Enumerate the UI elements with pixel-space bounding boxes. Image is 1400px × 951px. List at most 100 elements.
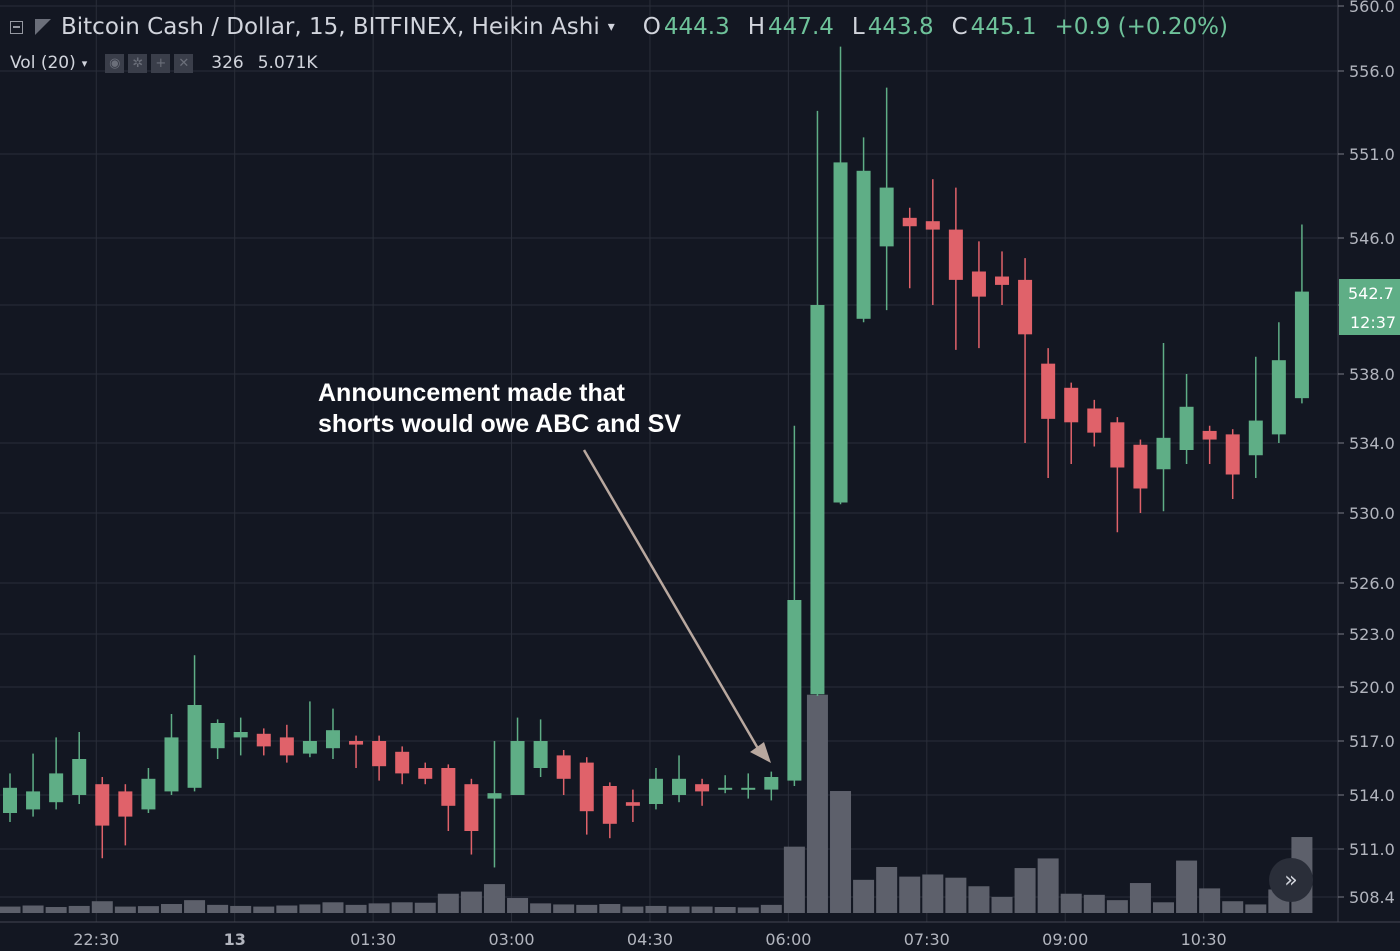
volume-bar xyxy=(483,884,505,913)
collapse-icon[interactable] xyxy=(10,20,23,34)
low-value: 443.8 xyxy=(867,14,934,40)
chevron-down-icon[interactable]: ▾ xyxy=(607,19,615,35)
time-axis[interactable]: 22:30 13 01:30 03:00 04:30 06:00 07:30 09:00 10:… xyxy=(73,930,1226,949)
candle-body xyxy=(349,741,364,745)
volume-bar xyxy=(876,866,898,913)
price-tick-label: 560.0 xyxy=(1349,0,1395,16)
candle-body xyxy=(95,784,110,826)
volume-bar xyxy=(853,879,875,913)
volume-bar xyxy=(1245,904,1267,913)
volume-bar xyxy=(1129,883,1151,913)
candle-body xyxy=(1087,408,1102,433)
volume-bar xyxy=(507,898,529,913)
volume-ma-value: 5.071K xyxy=(257,53,318,73)
volume-bar xyxy=(1199,888,1221,913)
open-value: 444.3 xyxy=(663,14,730,40)
double-chevron-right-icon[interactable]: » xyxy=(1269,858,1313,902)
candle-body xyxy=(995,276,1010,285)
candle-body xyxy=(625,802,640,806)
volume-bar xyxy=(922,874,944,913)
price-tick-label: 556.0 xyxy=(1349,62,1395,81)
chevron-down-icon[interactable]: ▾ xyxy=(81,56,88,70)
volume-bar xyxy=(645,905,667,913)
candle-body xyxy=(49,773,64,803)
volume-bars xyxy=(0,694,1313,913)
close-value: 445.1 xyxy=(970,14,1037,40)
volume-bar xyxy=(368,903,390,913)
volume-bar xyxy=(322,902,344,913)
time-tick-label: 07:30 xyxy=(904,930,950,949)
volume-bar xyxy=(599,904,621,913)
candle-body xyxy=(833,162,848,503)
volume-bar xyxy=(253,906,275,913)
eye-icon[interactable]: ◉ xyxy=(105,53,125,73)
open-key: O xyxy=(642,14,661,40)
volume-bar xyxy=(414,902,436,913)
volume-bar xyxy=(1083,894,1105,913)
candle-body xyxy=(672,778,687,795)
candle-body xyxy=(718,787,733,790)
candle-body xyxy=(1110,422,1125,468)
price-axis[interactable]: 508.4 511.0 514.0 517.0 520.0 523.0 526.0 530.0… xyxy=(1338,0,1395,907)
time-tick-label: 09:00 xyxy=(1042,930,1088,949)
change-value: +0.9 (+0.20%) xyxy=(1054,14,1228,40)
volume-bar xyxy=(553,904,575,913)
flag-icon[interactable] xyxy=(35,19,51,35)
candle-body xyxy=(764,777,779,790)
volume-bar xyxy=(45,907,67,913)
price-tick-label: 514.0 xyxy=(1349,786,1395,805)
time-tick-label: 22:30 xyxy=(73,930,119,949)
candle-body xyxy=(187,705,202,788)
time-tick-label: 13 xyxy=(224,930,246,949)
candle-body xyxy=(856,170,871,319)
last-price-value: 542.7 xyxy=(1348,284,1394,303)
close-key: C xyxy=(951,14,968,40)
price-tick-label: 534.0 xyxy=(1349,434,1395,453)
volume-bar xyxy=(276,905,298,913)
volume-bar xyxy=(299,904,321,913)
candle-body xyxy=(648,778,663,804)
volume-bar xyxy=(576,904,598,913)
candle-body xyxy=(1064,387,1079,423)
candle-body xyxy=(441,768,456,806)
low-key: L xyxy=(851,14,865,40)
candle-body xyxy=(971,271,986,297)
candle-body xyxy=(72,759,87,795)
candle-body xyxy=(1179,406,1194,450)
volume-bar xyxy=(737,907,759,913)
candle-body xyxy=(1133,444,1148,489)
candle-body xyxy=(26,791,41,810)
candle-body xyxy=(1041,363,1056,419)
volume-bar xyxy=(91,901,113,913)
annotation-arrow-head xyxy=(750,742,771,763)
volume-bar xyxy=(1222,901,1244,913)
price-tick-label: 511.0 xyxy=(1349,840,1395,859)
volume-bar xyxy=(714,907,736,913)
candle-body xyxy=(787,600,802,781)
volume-value: 326 xyxy=(211,53,244,73)
gear-icon[interactable]: ✲ xyxy=(128,53,148,73)
volume-bar xyxy=(437,893,459,913)
close-icon[interactable]: ✕ xyxy=(174,53,194,73)
volume-bar xyxy=(1153,902,1174,913)
candle-body xyxy=(372,741,387,767)
price-tick-label: 538.0 xyxy=(1349,365,1395,384)
volume-bar xyxy=(530,903,552,913)
volume-bar xyxy=(0,906,21,913)
candle-body xyxy=(902,217,917,227)
volume-bar xyxy=(22,905,44,913)
price-tick-label: 546.0 xyxy=(1349,229,1395,248)
volume-bar xyxy=(460,891,482,913)
candle-body xyxy=(3,787,17,813)
volume-title[interactable]: Vol (20) xyxy=(10,53,76,73)
price-tick-label: 508.4 xyxy=(1349,888,1395,907)
volume-bar xyxy=(1014,868,1036,913)
candle-body xyxy=(925,221,940,230)
annotation-line: Announcement made that xyxy=(318,379,625,407)
volume-bar xyxy=(345,904,367,913)
plus-icon[interactable]: + xyxy=(151,53,171,73)
symbol-title[interactable]: Bitcoin Cash / Dollar, 15, BITFINEX, Hei… xyxy=(61,14,600,40)
candle-body xyxy=(395,751,410,774)
candlesticks xyxy=(3,46,1309,868)
